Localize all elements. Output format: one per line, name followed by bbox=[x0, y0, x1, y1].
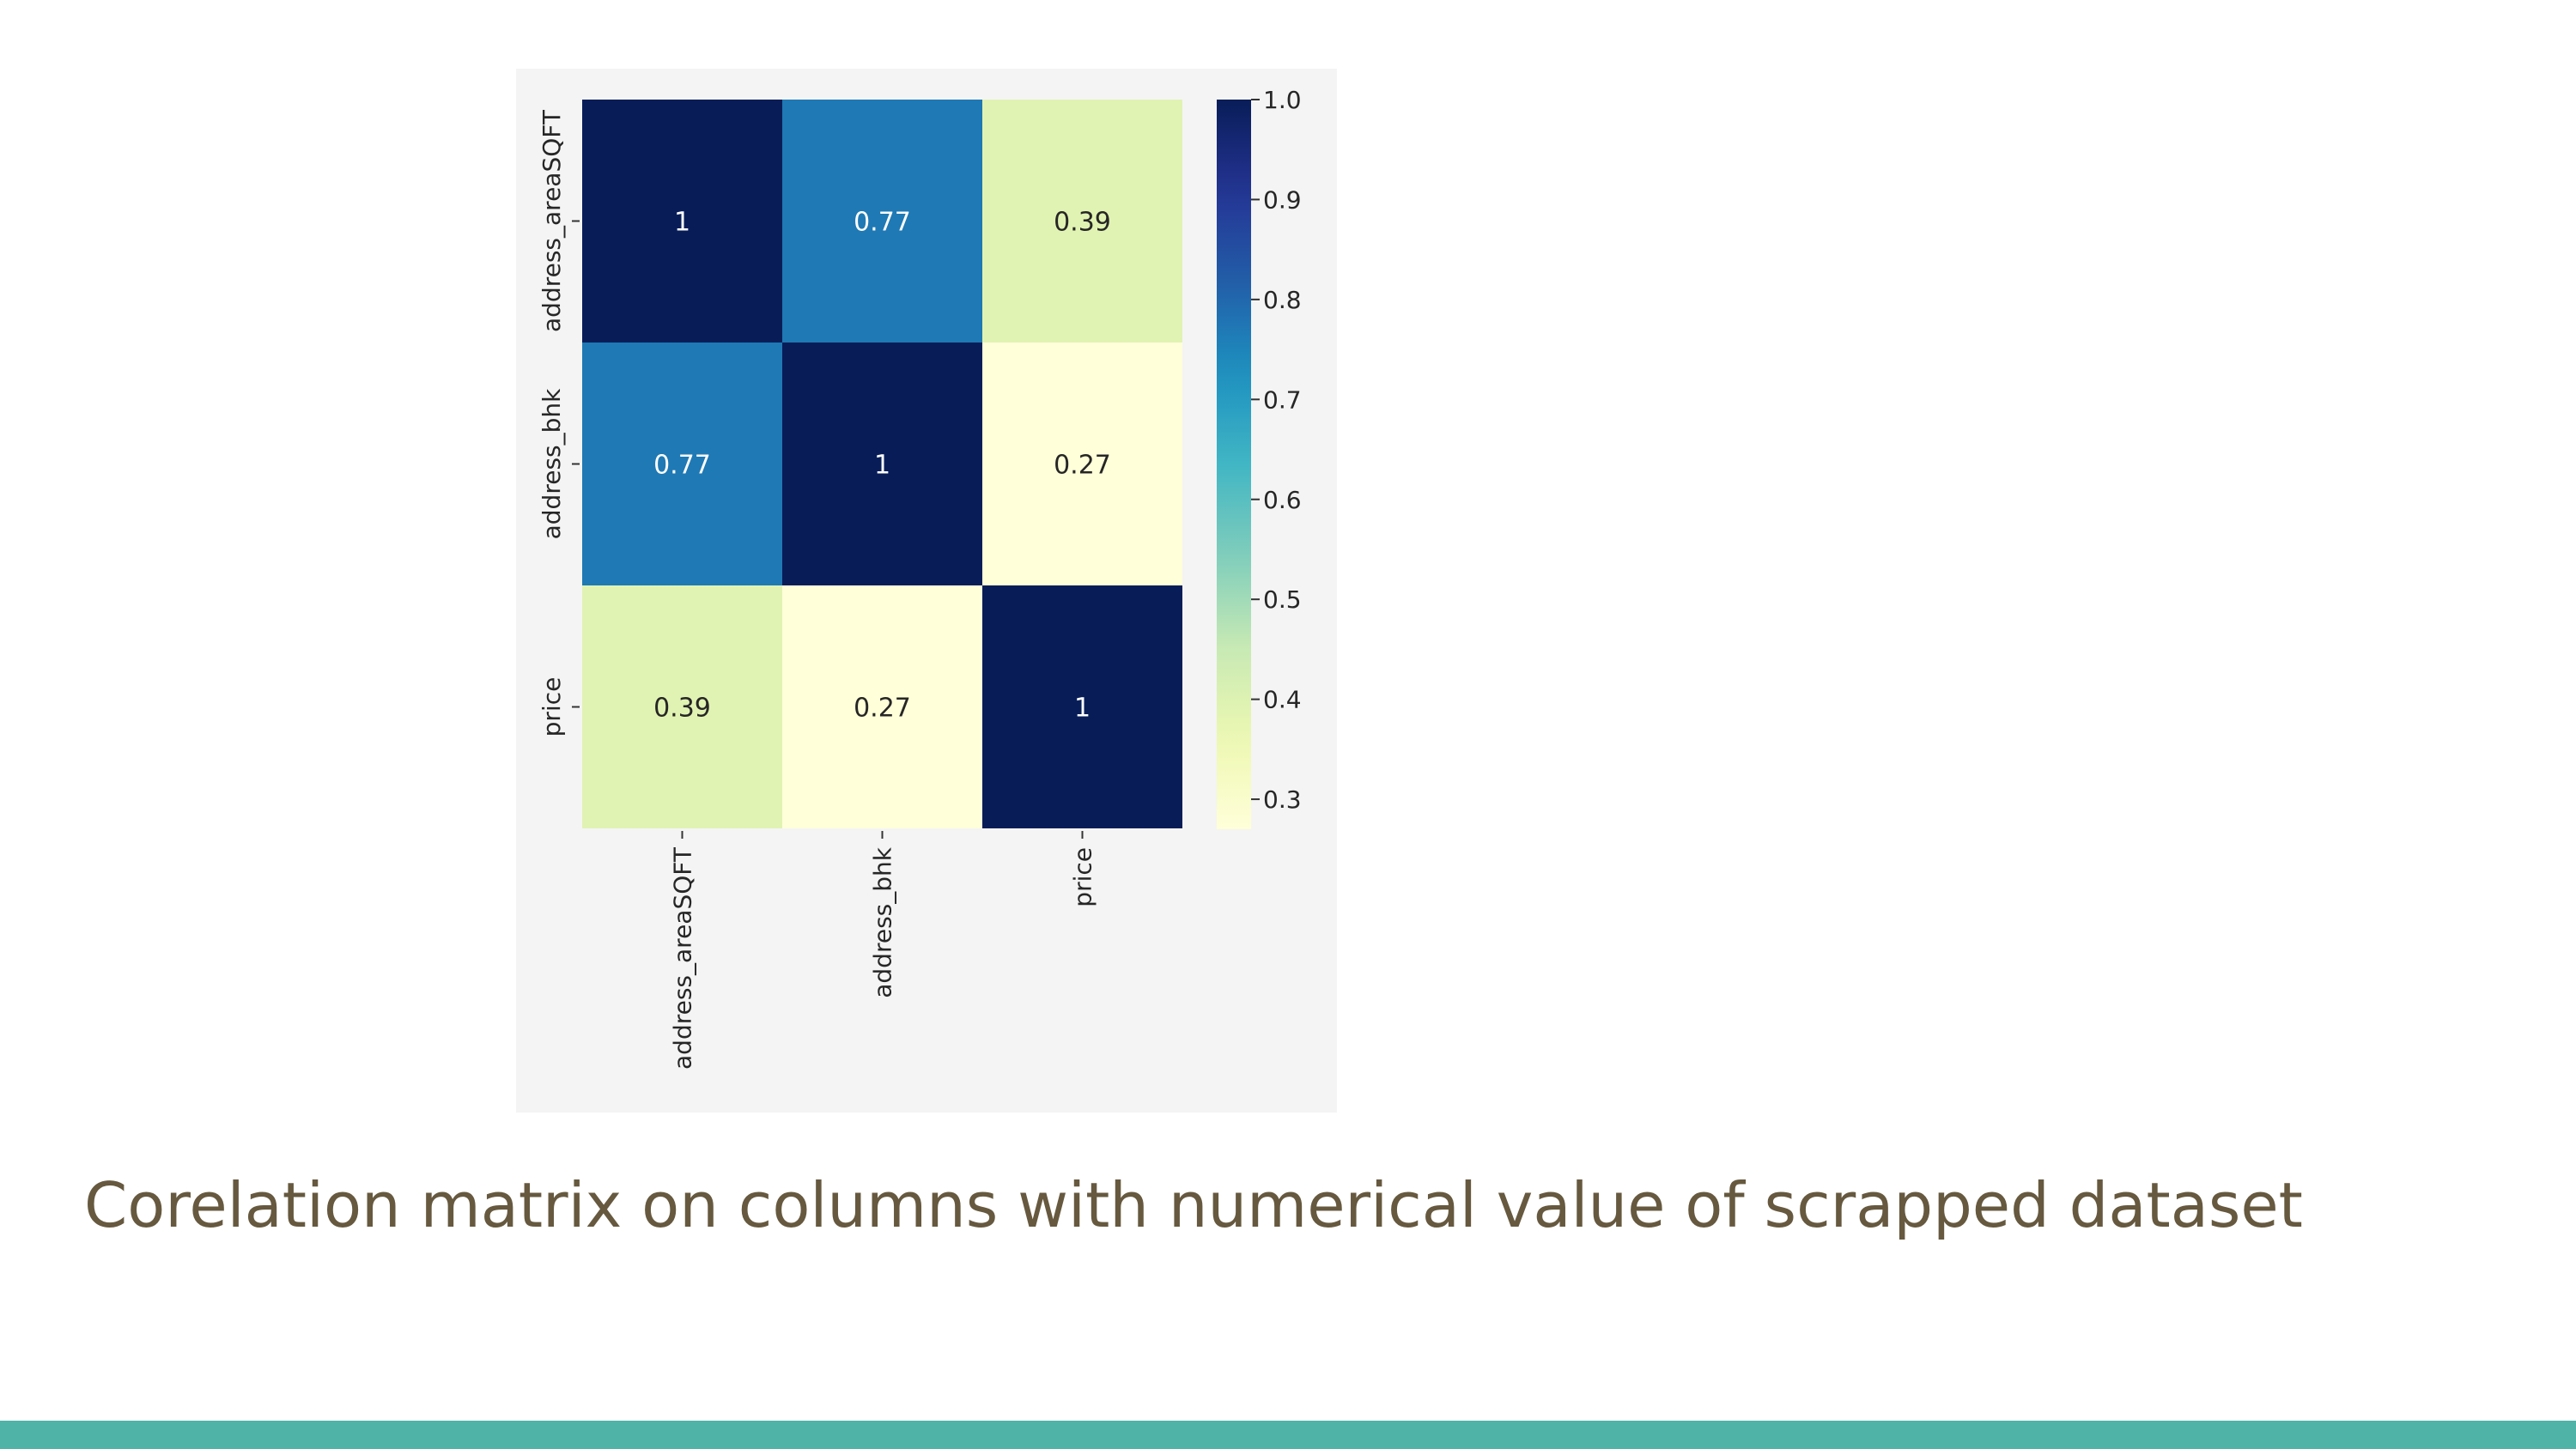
heatmap-cell bbox=[582, 343, 782, 585]
cell-value-label: 0.39 bbox=[1054, 208, 1111, 238]
colorbar-tick-label: 0.5 bbox=[1263, 585, 1302, 614]
cell-value-label: 0.27 bbox=[854, 694, 911, 724]
cell-value-label: 0.27 bbox=[1054, 451, 1111, 481]
heatmap-cell bbox=[782, 100, 982, 343]
colorbar-tick-label: 0.6 bbox=[1263, 486, 1302, 514]
heatmap-cell bbox=[982, 585, 1182, 828]
cell-value-label: 1 bbox=[674, 208, 690, 238]
x-tick-label: price bbox=[1069, 847, 1097, 907]
colorbar-tick-label: 0.3 bbox=[1263, 785, 1302, 814]
heatmap-cell bbox=[782, 585, 982, 828]
cell-value-label: 0.77 bbox=[653, 451, 711, 481]
cell-value-label: 1 bbox=[1074, 694, 1091, 724]
cell-value-label: 1 bbox=[874, 451, 890, 481]
colorbar-tick-label: 0.4 bbox=[1263, 686, 1302, 714]
heatmap-cell bbox=[982, 343, 1182, 585]
heatmap-cell bbox=[582, 100, 782, 343]
heatmap-cell bbox=[582, 585, 782, 828]
bottom-accent-bar bbox=[0, 1421, 2576, 1449]
slide-caption: Corelation matrix on columns with numeri… bbox=[84, 1169, 2303, 1241]
y-tick-label: price bbox=[538, 677, 566, 737]
correlation-heatmap-figure: 1 0.77 0.39 0.77 1 0.27 0.39 0.27 1 address_areaS… bbox=[516, 69, 1337, 1113]
colorbar-tick-label: 0.9 bbox=[1263, 185, 1302, 214]
colorbar bbox=[1217, 100, 1251, 829]
x-tick-label: address_bhk bbox=[869, 846, 897, 998]
y-tick-label: address_bhk bbox=[538, 388, 566, 540]
y-tick-label: address_areaSQFT bbox=[538, 109, 566, 332]
cell-value-label: 0.39 bbox=[653, 694, 711, 724]
heatmap-cell bbox=[982, 100, 1182, 343]
colorbar-tick-label: 0.7 bbox=[1263, 385, 1302, 414]
colorbar-tick-label: 0.8 bbox=[1263, 286, 1302, 314]
colorbar-tick-label: 1.0 bbox=[1263, 86, 1302, 114]
heatmap-cell bbox=[782, 343, 982, 585]
x-tick-label: address_areaSQFT bbox=[669, 846, 697, 1070]
heatmap-svg: 1 0.77 0.39 0.77 1 0.27 0.39 0.27 1 address_areaS… bbox=[538, 86, 1302, 1070]
cell-value-label: 0.77 bbox=[854, 208, 911, 238]
